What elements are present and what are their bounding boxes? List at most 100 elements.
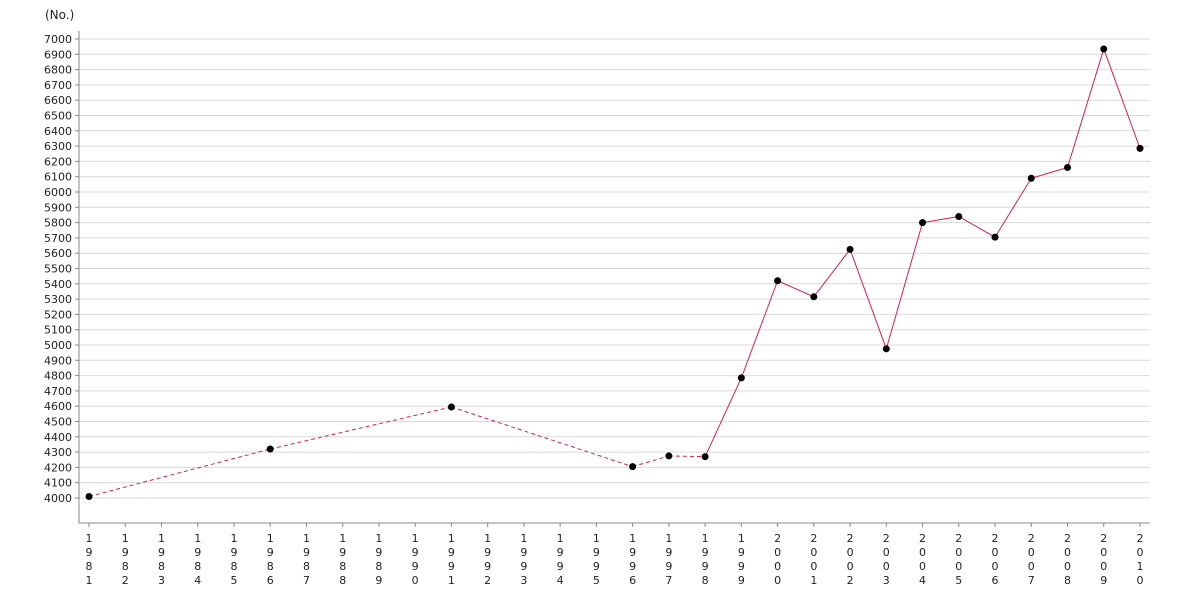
series-segment-dashed bbox=[632, 455, 670, 468]
y-tick-label: 6600 bbox=[44, 94, 72, 107]
y-axis-ticks: 4000 4100 4200 4300 4400 4500 4600 4700 4800 4900… bbox=[44, 33, 79, 505]
series-segment-dashed bbox=[88, 448, 271, 497]
y-unit-label: (No.) bbox=[45, 8, 74, 22]
data-point bbox=[266, 445, 274, 453]
data-point bbox=[447, 403, 455, 411]
data-point bbox=[701, 453, 709, 461]
y-tick-label: 4900 bbox=[44, 354, 72, 367]
data-point bbox=[85, 492, 93, 500]
y-tick-label: 5100 bbox=[44, 324, 72, 337]
series-segment bbox=[740, 280, 779, 379]
y-tick-label: 5900 bbox=[44, 201, 72, 214]
series-segment-dashed bbox=[270, 406, 452, 450]
data-point bbox=[1136, 144, 1144, 152]
series-segment bbox=[1031, 167, 1068, 179]
data-point bbox=[991, 233, 999, 241]
data-point bbox=[629, 463, 637, 471]
data-series bbox=[88, 48, 1141, 497]
y-tick-label: 4100 bbox=[44, 477, 72, 490]
y-tick-label: 5600 bbox=[44, 247, 72, 260]
data-point bbox=[774, 277, 782, 285]
y-tick-label: 4500 bbox=[44, 416, 72, 429]
y-tick-label: 6700 bbox=[44, 79, 72, 92]
axes bbox=[78, 31, 1150, 524]
y-tick-label: 4300 bbox=[44, 446, 72, 459]
series-segment bbox=[813, 249, 851, 298]
y-tick-label: 6500 bbox=[44, 110, 72, 123]
series-segment bbox=[849, 249, 887, 349]
data-point bbox=[1027, 174, 1035, 182]
data-point bbox=[737, 374, 745, 382]
data-point bbox=[846, 245, 854, 253]
y-tick-label: 7000 bbox=[44, 33, 72, 46]
y-tick-label: 5000 bbox=[44, 339, 72, 352]
series-segment bbox=[777, 280, 815, 298]
data-point bbox=[665, 452, 673, 460]
series-segment bbox=[1067, 48, 1105, 168]
y-tick-label: 5200 bbox=[44, 308, 72, 321]
y-tick-label: 6200 bbox=[44, 155, 72, 168]
y-tick-label: 5500 bbox=[44, 263, 72, 276]
data-points bbox=[85, 45, 1144, 500]
y-tick-label: 6100 bbox=[44, 171, 72, 184]
y-tick-label: 6400 bbox=[44, 125, 72, 138]
y-tick-label: 5700 bbox=[44, 232, 72, 245]
series-segment bbox=[704, 377, 742, 457]
series-segment bbox=[922, 215, 959, 224]
x-axis-ticks: 1 9 8 1 1 9 8 2 1 9 8 3 1 9 8 4 1 9 8 5 1 9 8 6 1 9 8 7 1 9 8 8 1 9 8 9 1 9 9 0… bbox=[86, 523, 1144, 587]
y-tick-label: 6300 bbox=[44, 140, 72, 153]
y-tick-label: 6000 bbox=[44, 186, 72, 199]
data-point bbox=[1100, 45, 1108, 53]
data-point bbox=[955, 212, 963, 220]
y-tick-label: 4700 bbox=[44, 385, 72, 398]
y-tick-label: 4400 bbox=[44, 431, 72, 444]
y-tick-label: 5300 bbox=[44, 293, 72, 306]
y-tick-label: 5800 bbox=[44, 217, 72, 230]
data-point bbox=[810, 293, 818, 301]
series-segment-dashed bbox=[451, 406, 633, 468]
series-segment bbox=[1103, 48, 1141, 149]
y-tick-label: 6900 bbox=[44, 48, 72, 61]
y-tick-label: 5400 bbox=[44, 278, 72, 291]
series-segment bbox=[994, 177, 1032, 238]
data-point bbox=[919, 219, 927, 227]
y-tick-label: 4000 bbox=[44, 492, 72, 505]
grid-lines bbox=[79, 38, 1150, 499]
y-tick-label: 4200 bbox=[44, 461, 72, 474]
series-segment-dashed bbox=[668, 455, 706, 458]
data-point bbox=[882, 345, 890, 353]
series-segment bbox=[958, 216, 996, 238]
data-point bbox=[1064, 164, 1072, 172]
y-tick-label: 4600 bbox=[44, 400, 72, 413]
